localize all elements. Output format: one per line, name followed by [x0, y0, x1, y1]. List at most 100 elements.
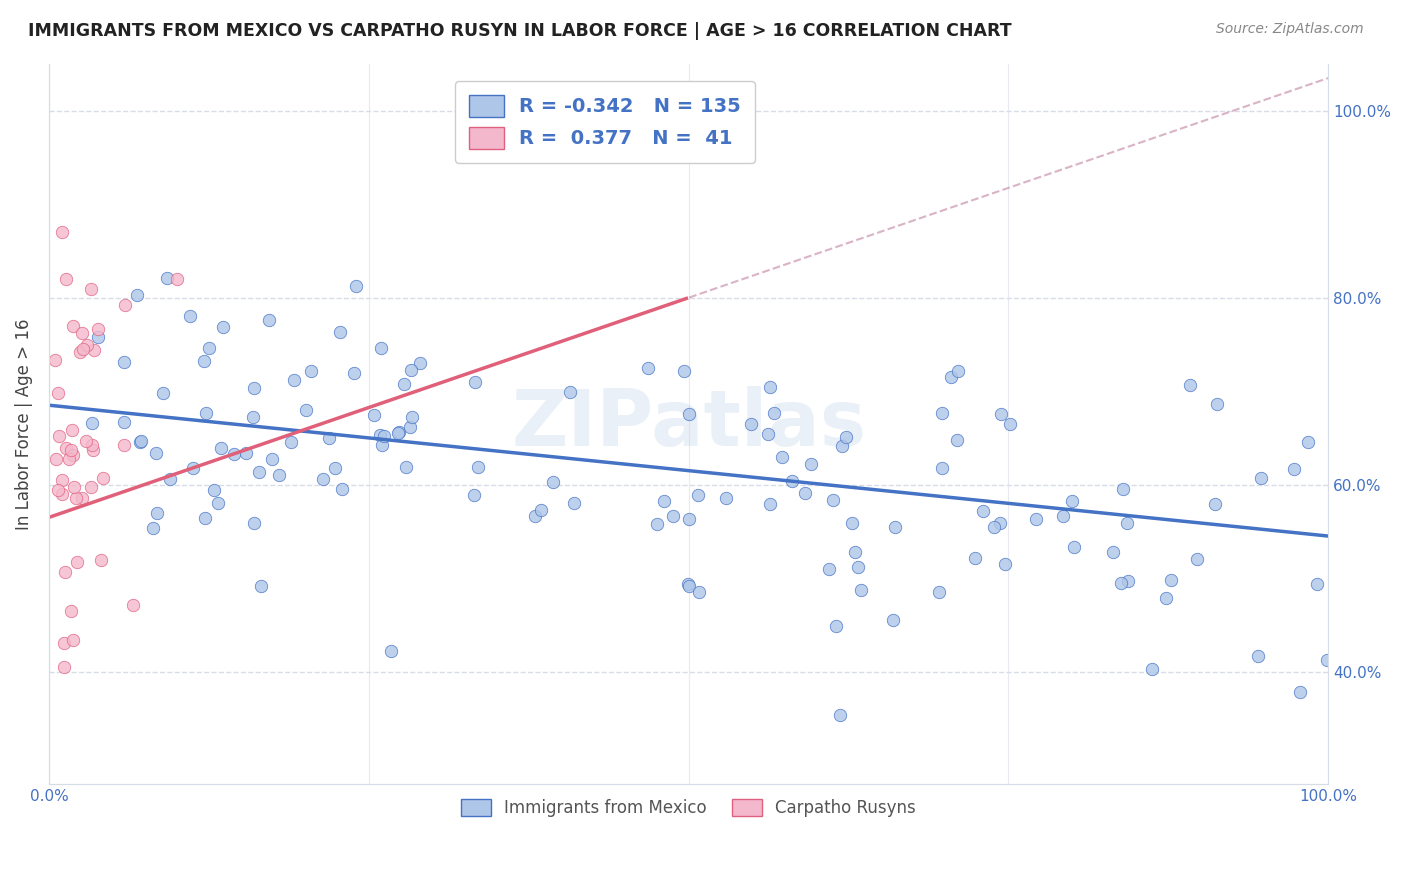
Point [45, 452, 67, 467]
Point [242, 409, 264, 424]
Point [70, 326, 93, 341]
Point [464, 375, 486, 389]
Point [75, 434, 97, 449]
Point [1178, 378, 1201, 392]
Point [46, 483, 69, 498]
Point [146, 506, 169, 520]
Point [841, 516, 863, 530]
Point [371, 438, 394, 452]
Point [283, 373, 305, 387]
Point [370, 341, 392, 355]
Point [388, 425, 411, 440]
Point [1288, 685, 1310, 699]
Point [645, 516, 668, 531]
Point [82, 443, 104, 458]
Point [318, 431, 340, 445]
Point [51, 487, 73, 501]
Point [181, 460, 204, 475]
Point [988, 516, 1011, 530]
Point [72, 342, 94, 356]
Point [267, 468, 290, 483]
Point [387, 425, 409, 440]
Point [846, 560, 869, 574]
Y-axis label: In Labor Force | Age > 16: In Labor Force | Age > 16 [15, 318, 32, 530]
Point [1116, 574, 1139, 588]
Point [395, 460, 418, 475]
Point [688, 585, 710, 599]
Point [127, 288, 149, 302]
Point [368, 428, 391, 442]
Point [1115, 516, 1137, 530]
Point [800, 457, 823, 471]
Point [463, 487, 485, 501]
Point [66, 555, 89, 569]
Point [222, 446, 245, 460]
Point [676, 576, 699, 591]
Point [325, 461, 347, 475]
Point [562, 496, 585, 510]
Point [1316, 653, 1339, 667]
Point [72, 491, 94, 506]
Point [114, 438, 136, 452]
Point [983, 520, 1005, 534]
Point [1000, 417, 1022, 431]
Point [678, 408, 700, 422]
Point [60, 423, 83, 437]
Point [112, 354, 135, 368]
Point [637, 360, 659, 375]
Point [1062, 494, 1084, 508]
Point [844, 545, 866, 559]
Text: Source: ZipAtlas.com: Source: ZipAtlas.com [1216, 22, 1364, 37]
Point [90, 552, 112, 566]
Point [82, 416, 104, 430]
Point [209, 442, 232, 456]
Point [60, 443, 83, 458]
Point [87, 330, 110, 344]
Point [80, 480, 103, 494]
Point [882, 613, 904, 627]
Point [247, 465, 270, 479]
Point [793, 485, 815, 500]
Point [202, 483, 225, 498]
Point [179, 310, 201, 324]
Point [299, 364, 322, 378]
Point [1206, 397, 1229, 411]
Point [58, 452, 80, 467]
Point [398, 420, 420, 434]
Text: IMMIGRANTS FROM MEXICO VS CARPATHO RUSYN IN LABOR FORCE | AGE > 16 CORRELATION C: IMMIGRANTS FROM MEXICO VS CARPATHO RUSYN… [28, 22, 1012, 40]
Point [946, 364, 969, 378]
Point [141, 521, 163, 535]
Point [62, 480, 84, 494]
Point [53, 565, 76, 579]
Point [409, 356, 432, 370]
Point [770, 450, 793, 464]
Point [678, 579, 700, 593]
Point [51, 225, 73, 239]
Point [1298, 434, 1320, 449]
Point [82, 438, 104, 452]
Point [835, 429, 858, 443]
Point [193, 354, 215, 368]
Point [1156, 591, 1178, 605]
Point [159, 473, 181, 487]
Point [51, 473, 73, 487]
Point [759, 497, 782, 511]
Point [280, 435, 302, 450]
Point [662, 508, 685, 523]
Point [363, 409, 385, 423]
Point [401, 410, 423, 425]
Point [688, 487, 710, 501]
Point [1112, 482, 1135, 496]
Point [1306, 577, 1329, 591]
Point [740, 417, 762, 432]
Point [53, 660, 76, 674]
Point [756, 427, 779, 442]
Point [939, 370, 962, 384]
Point [112, 415, 135, 429]
Point [380, 644, 402, 658]
Point [250, 579, 273, 593]
Point [1250, 471, 1272, 485]
Point [62, 448, 84, 462]
Point [129, 435, 152, 450]
Point [211, 320, 233, 334]
